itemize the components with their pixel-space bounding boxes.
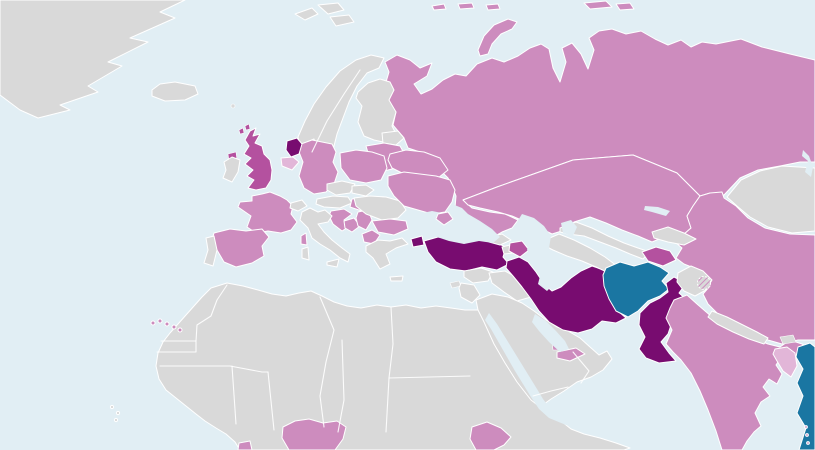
country-iceland[interactable] <box>151 81 199 102</box>
country-ireland[interactable] <box>222 156 241 183</box>
country-belgium[interactable] <box>280 156 300 171</box>
country-corsica[interactable] <box>300 232 308 246</box>
lake-balkhash <box>644 206 670 216</box>
country-canary-islands[interactable] <box>150 318 183 333</box>
country-andaman-islands[interactable] <box>804 425 810 445</box>
country-italy[interactable] <box>299 207 351 268</box>
country-afghanistan[interactable] <box>602 261 670 318</box>
country-switzerland[interactable] <box>289 199 308 212</box>
country-albania-macedonia[interactable] <box>361 229 381 245</box>
country-romania[interactable] <box>353 195 407 221</box>
lake-baikal <box>802 150 813 177</box>
country-syria[interactable] <box>463 267 494 284</box>
country-czechia[interactable] <box>326 180 356 196</box>
country-bangladesh[interactable] <box>772 346 798 378</box>
internal-borders-africa <box>156 340 197 353</box>
country-myanmar[interactable] <box>795 342 815 450</box>
country-svalbard[interactable] <box>294 2 355 27</box>
country-nepal[interactable] <box>707 310 769 345</box>
country-portugal[interactable] <box>203 235 218 267</box>
country-eritrea-ethiopia[interactable] <box>469 421 512 450</box>
country-estonia[interactable] <box>381 130 405 146</box>
country-austria[interactable] <box>315 195 353 209</box>
country-bulgaria[interactable] <box>371 218 409 236</box>
country-slovakia[interactable] <box>351 184 375 197</box>
region-levant[interactable] <box>458 282 481 304</box>
country-tajikistan[interactable] <box>641 246 677 267</box>
country-russia-arctic-islands[interactable] <box>431 0 635 57</box>
country-azerbaijan[interactable] <box>508 240 530 258</box>
internal-borders-scandinavia <box>311 69 361 153</box>
internal-borders-africa <box>267 371 275 431</box>
internal-borders-africa <box>337 339 345 433</box>
country-mongolia[interactable] <box>726 165 815 234</box>
country-nigeria[interactable] <box>281 418 347 450</box>
country-cape-verde[interactable] <box>109 404 121 423</box>
caspian-sea <box>517 214 559 291</box>
aral-sea <box>561 220 577 236</box>
country-ghana-benin[interactable] <box>237 440 253 450</box>
country-faroe[interactable] <box>230 103 236 109</box>
internal-borders-africa <box>385 377 390 433</box>
internal-borders-africa <box>159 365 269 373</box>
country-india[interactable] <box>665 294 814 450</box>
country-greece[interactable] <box>365 237 409 282</box>
internal-borders-africa <box>319 296 335 428</box>
disputed-area-hatch <box>697 276 711 290</box>
internal-borders-arabia <box>572 351 590 384</box>
internal-borders-africa <box>160 284 228 342</box>
internal-borders-africa <box>388 306 471 379</box>
country-netherlands[interactable] <box>285 137 303 158</box>
region-crimea[interactable] <box>435 211 454 226</box>
country-poland[interactable] <box>339 149 388 184</box>
persian-gulf <box>532 314 569 352</box>
country-turkey[interactable] <box>410 235 510 272</box>
internal-borders-africa <box>231 365 237 425</box>
country-ukraine[interactable] <box>387 171 456 215</box>
country-kyrgyzstan[interactable] <box>651 226 697 246</box>
country-greenland[interactable] <box>0 0 186 119</box>
country-united-kingdom[interactable] <box>243 127 273 191</box>
country-france[interactable] <box>237 191 298 234</box>
country-bhutan[interactable] <box>779 334 797 345</box>
country-bosnia[interactable] <box>343 217 361 233</box>
region-arabian-peninsula[interactable] <box>475 293 613 408</box>
internal-borders-arabia <box>532 386 569 397</box>
